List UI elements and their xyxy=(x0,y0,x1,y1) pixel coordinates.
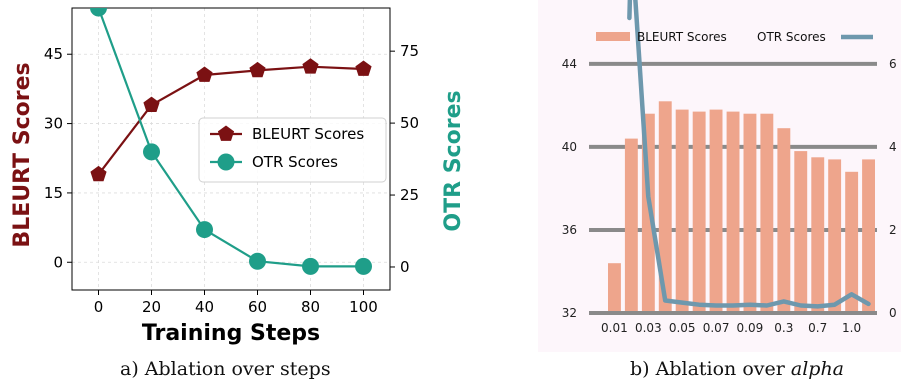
y-right-tick-label: 4 xyxy=(889,140,897,154)
y-left-tick-label: 32 xyxy=(562,306,577,320)
legend-label-bleurt: BLEURT Scores xyxy=(252,125,364,143)
data-point-bleurt xyxy=(355,60,372,76)
x-tick-label: 0 xyxy=(94,298,104,316)
x-tick-label: 1.0 xyxy=(842,321,861,335)
y-left-tick-label: 40 xyxy=(562,140,577,154)
x-tick-label: 0.07 xyxy=(703,321,730,335)
bar-bleurt xyxy=(828,159,842,313)
legend-swatch-bleurt xyxy=(596,32,630,41)
y-right-tick-label: 6 xyxy=(889,57,897,71)
bar-bleurt xyxy=(692,111,706,313)
y-left-tick-label: 0 xyxy=(53,253,63,271)
chart-panel-b: 32 36 40 44 0 2 4 6 0.01 0.03 0.05 0.07 0.09 0.3 0.7 1.… xyxy=(538,0,901,352)
y-right-tick-label: 50 xyxy=(400,114,419,132)
y-left-tick-label: 45 xyxy=(44,45,63,63)
y-right-tick-label: 0 xyxy=(889,306,897,320)
x-tick-label: 0.7 xyxy=(808,321,827,335)
y-left-tick-label: 30 xyxy=(44,115,63,133)
bar-bleurt xyxy=(608,263,621,313)
bar-bleurt xyxy=(624,138,638,313)
x-tick-label: 100 xyxy=(349,298,378,316)
data-point-otr xyxy=(196,221,213,239)
data-point-bleurt xyxy=(249,61,266,78)
caption-a: a) Ablation over steps xyxy=(120,358,331,380)
bar-bleurt xyxy=(811,157,825,313)
data-point-bleurt xyxy=(302,58,319,74)
chart-panel-a: 0 20 40 60 80 100 0 15 30 45 0 25 50 75 Training Steps… xyxy=(10,7,466,346)
data-point-bleurt xyxy=(196,66,213,82)
data-point-otr xyxy=(143,143,160,161)
bar-bleurt xyxy=(794,151,808,313)
plot-area xyxy=(90,8,372,275)
x-tick-label: 0.03 xyxy=(635,321,662,335)
bar-bleurt xyxy=(777,128,791,313)
data-point-bleurt xyxy=(90,165,107,182)
legend-label-bleurt: BLEURT Scores xyxy=(637,30,727,44)
series-line-bleurt xyxy=(97,65,364,176)
legend-box xyxy=(198,117,387,183)
legend-marker-circle xyxy=(217,153,235,171)
y-right-tick-label: 75 xyxy=(400,42,419,60)
y-right-tick-label: 0 xyxy=(400,258,410,276)
bar-bleurt xyxy=(726,111,740,313)
data-point-otr xyxy=(302,257,319,275)
x-tick-label: 0.05 xyxy=(669,321,696,335)
legend-b: BLEURT Scores OTR Scores xyxy=(596,30,873,44)
x-tick-label: 0.3 xyxy=(774,321,793,335)
legend: BLEURT Scores OTR Scores xyxy=(198,117,387,183)
caption-b-math: alpha xyxy=(790,358,845,380)
x-tick-label: 20 xyxy=(142,298,161,316)
series-line-otr xyxy=(627,0,871,309)
bar-bleurt xyxy=(845,171,859,313)
legend-label-otr: OTR Scores xyxy=(252,153,338,171)
y-right-tick-label: 2 xyxy=(889,223,897,237)
bar-bleurt xyxy=(862,159,875,313)
legend-marker-pentagon xyxy=(217,125,235,141)
bar-bleurt xyxy=(709,109,723,313)
caption-b: b) Ablation over alpha xyxy=(630,358,844,380)
y-right-axis-label: OTR Scores xyxy=(441,90,466,231)
caption-b-prefix: b) Ablation over xyxy=(630,358,791,380)
data-point-otr xyxy=(355,257,372,275)
bar-bleurt xyxy=(743,113,757,313)
data-point-otr xyxy=(90,8,107,17)
x-tick-label: 0.01 xyxy=(601,321,628,335)
bar-bleurt xyxy=(760,113,774,313)
plot-frame xyxy=(71,7,391,291)
y-left-tick-label: 44 xyxy=(562,57,577,71)
x-axis-label: Training Steps xyxy=(142,321,320,346)
x-tick-label: 0.09 xyxy=(737,321,764,335)
bar-bleurt xyxy=(675,109,689,313)
x-tick-label: 40 xyxy=(195,298,214,316)
y-right-tick-label: 25 xyxy=(400,186,419,204)
y-left-tick-label: 36 xyxy=(562,223,577,237)
y-left-axis-label: BLEURT Scores xyxy=(10,62,35,247)
bar-bleurt xyxy=(658,101,672,313)
x-tick-label: 80 xyxy=(301,298,320,316)
data-point-bleurt xyxy=(143,96,160,112)
y-left-tick-label: 15 xyxy=(44,184,63,202)
series-line-otr xyxy=(97,8,364,268)
data-point-otr xyxy=(249,252,266,270)
legend-label-otr: OTR Scores xyxy=(757,30,826,44)
x-tick-label: 60 xyxy=(248,298,267,316)
